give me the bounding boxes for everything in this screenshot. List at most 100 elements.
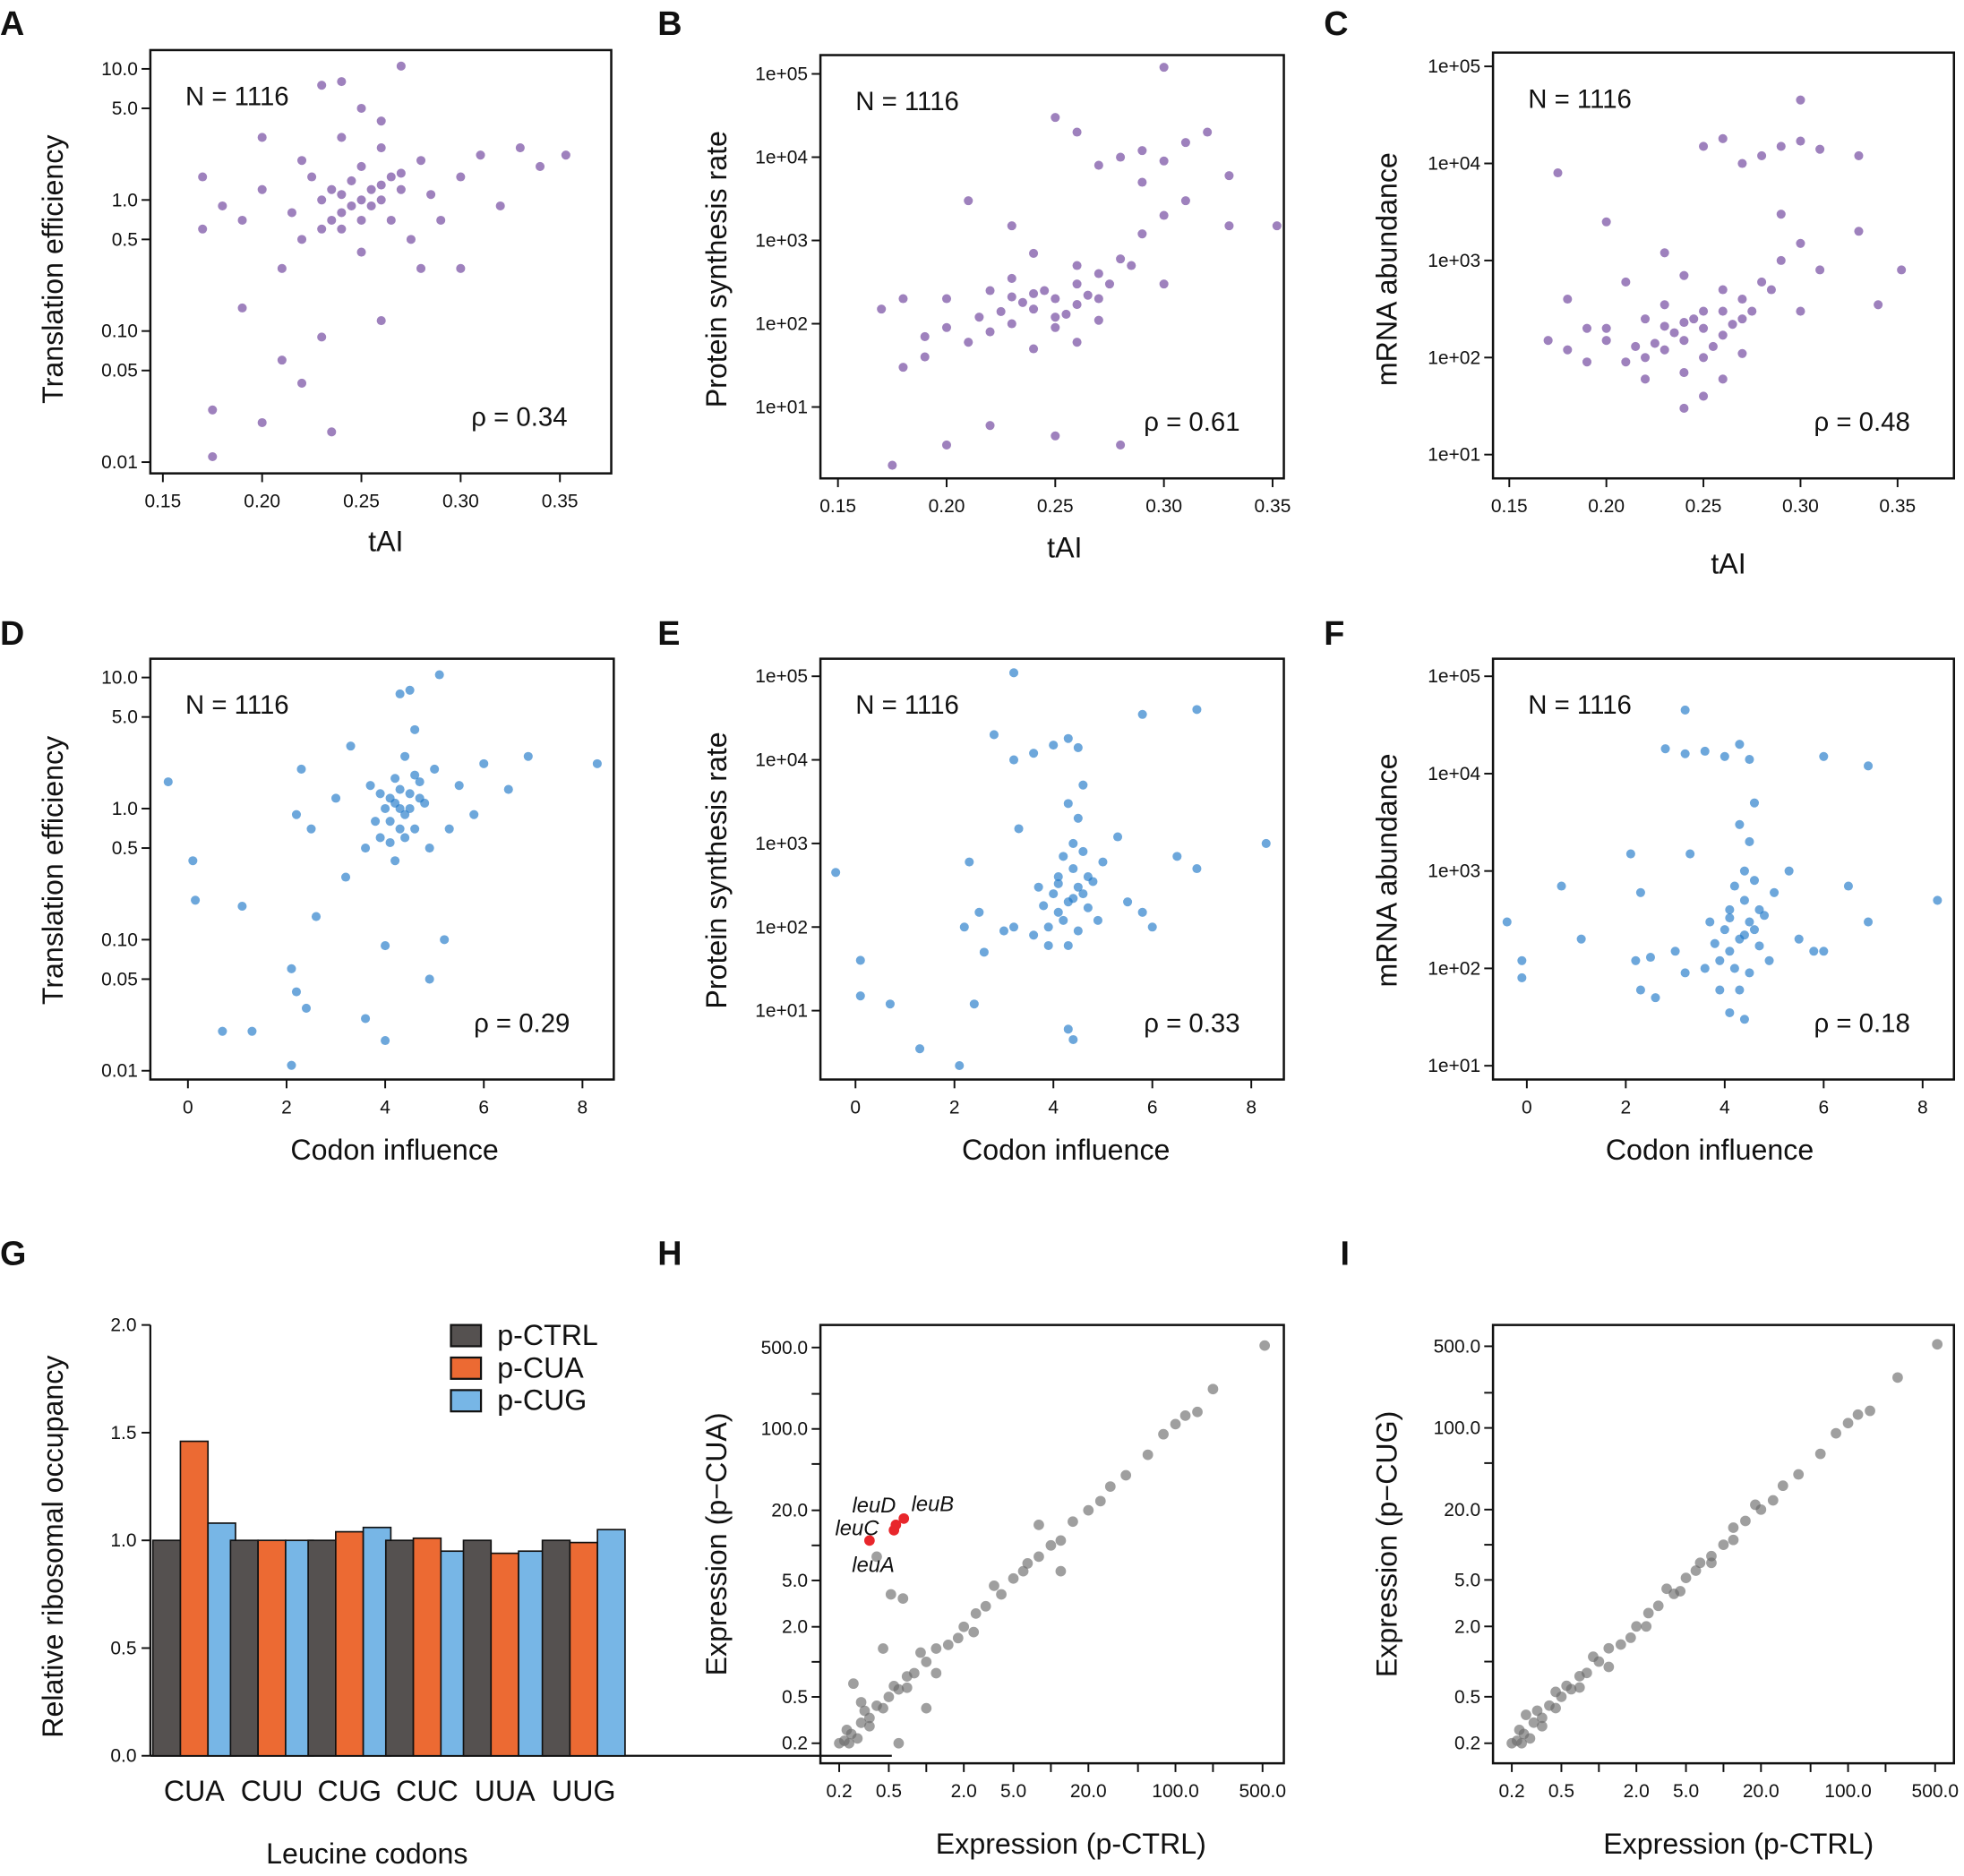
data-point	[1720, 751, 1729, 761]
data-point	[1072, 279, 1082, 289]
data-point	[395, 689, 405, 698]
data-point	[1660, 300, 1669, 310]
data-point	[476, 150, 485, 160]
data-point	[375, 833, 385, 843]
data-point	[1625, 849, 1635, 859]
data-point	[426, 190, 436, 200]
x-axis-label: Expression (p-CTRL)	[936, 1828, 1206, 1860]
plot-frame	[819, 54, 1285, 480]
y-tick-label: 1e+03	[1428, 251, 1480, 271]
data-point	[371, 817, 381, 827]
data-point	[287, 208, 296, 218]
data-point	[1088, 877, 1098, 887]
panel-label: E	[657, 615, 680, 653]
data-point	[898, 363, 908, 373]
data-point	[1524, 1733, 1536, 1744]
data-point	[257, 133, 267, 142]
data-point	[1127, 261, 1136, 270]
data-point	[915, 1647, 926, 1658]
plot-frame	[149, 48, 613, 475]
data-point	[1689, 314, 1699, 324]
data-point	[1679, 270, 1689, 280]
data-point	[381, 941, 390, 951]
data-point	[1660, 321, 1669, 331]
data-point	[405, 803, 415, 814]
x-tick-label: 0.5	[1548, 1781, 1574, 1802]
data-point	[1514, 1725, 1525, 1735]
data-point	[381, 803, 390, 814]
y-tick-label: 1e+01	[1428, 445, 1480, 466]
x-tick-label: 500.0	[1912, 1781, 1959, 1802]
data-point	[385, 837, 395, 848]
data-point	[1814, 1448, 1826, 1460]
data-point	[888, 460, 897, 470]
data-point	[1615, 1639, 1626, 1650]
data-point	[844, 1737, 854, 1749]
data-point	[921, 1656, 932, 1667]
data-point	[985, 286, 995, 296]
data-point	[1059, 915, 1068, 925]
x-tick-label: 0.30	[442, 491, 479, 511]
data-point	[523, 751, 533, 761]
data-point	[296, 764, 306, 774]
data-point	[1207, 1383, 1219, 1395]
y-tick-label: 0.5	[112, 838, 138, 859]
x-tick-label: 6	[478, 1097, 489, 1118]
data-point	[1621, 357, 1631, 367]
x-tick-label: 0	[183, 1097, 193, 1118]
y-axis-label: Translation efficiency	[37, 134, 69, 404]
data-points	[877, 63, 1282, 470]
data-point	[1739, 930, 1749, 940]
data-point	[208, 405, 218, 415]
data-point	[915, 1044, 925, 1054]
data-point	[888, 1680, 900, 1692]
data-points	[831, 668, 1271, 1071]
data-point	[974, 313, 984, 322]
x-tick-label: 0.35	[1879, 496, 1916, 517]
data-point	[1645, 952, 1656, 963]
data-point	[1068, 1034, 1078, 1045]
data-point	[1729, 881, 1739, 891]
x-tick-label: 4	[380, 1097, 390, 1118]
data-point	[996, 1589, 1007, 1600]
data-point	[1776, 141, 1786, 151]
rho-annotation: ρ = 0.48	[1814, 407, 1909, 437]
data-point	[337, 190, 347, 200]
y-axis-label: Protein synthesis rate	[700, 131, 733, 407]
data-point	[1072, 261, 1082, 270]
data-point	[1793, 1469, 1805, 1480]
bar-p-CUA-UUA	[490, 1552, 519, 1757]
plot-frame	[819, 657, 1285, 1081]
x-tick-label: CUG	[318, 1775, 382, 1807]
y-tick-label: 10.0	[101, 59, 138, 80]
data-point	[1739, 866, 1749, 876]
data-point	[1705, 917, 1715, 927]
data-point	[296, 378, 307, 388]
data-point	[1053, 907, 1063, 917]
data-point	[1073, 882, 1083, 892]
data-point	[1796, 95, 1805, 105]
legend-swatch-p-CTRL	[450, 1323, 483, 1348]
x-tick-label: 0.35	[542, 491, 579, 511]
data-point	[1017, 1565, 1029, 1577]
panel-E: E Protein synthesis rate Codon influence 0 2…	[657, 615, 1285, 1166]
panel-label: F	[1324, 615, 1344, 653]
data-point	[561, 150, 570, 160]
y-tick-label: 0.5	[110, 1638, 136, 1658]
data-point	[287, 964, 296, 973]
x-tick-label: 0.2	[1499, 1781, 1525, 1802]
x-tick-label: 0.25	[1037, 496, 1074, 517]
data-point	[1625, 1632, 1636, 1643]
data-point	[893, 1737, 905, 1749]
data-point	[1203, 127, 1213, 137]
data-point	[395, 784, 405, 794]
data-point	[301, 1003, 312, 1013]
x-tick-label: UUA	[475, 1775, 536, 1807]
data-point	[1072, 300, 1082, 310]
y-tick-label: 0.01	[101, 1061, 138, 1082]
y-tick-label: 1.0	[110, 1530, 136, 1551]
data-point	[898, 294, 908, 304]
data-point	[1725, 904, 1735, 914]
